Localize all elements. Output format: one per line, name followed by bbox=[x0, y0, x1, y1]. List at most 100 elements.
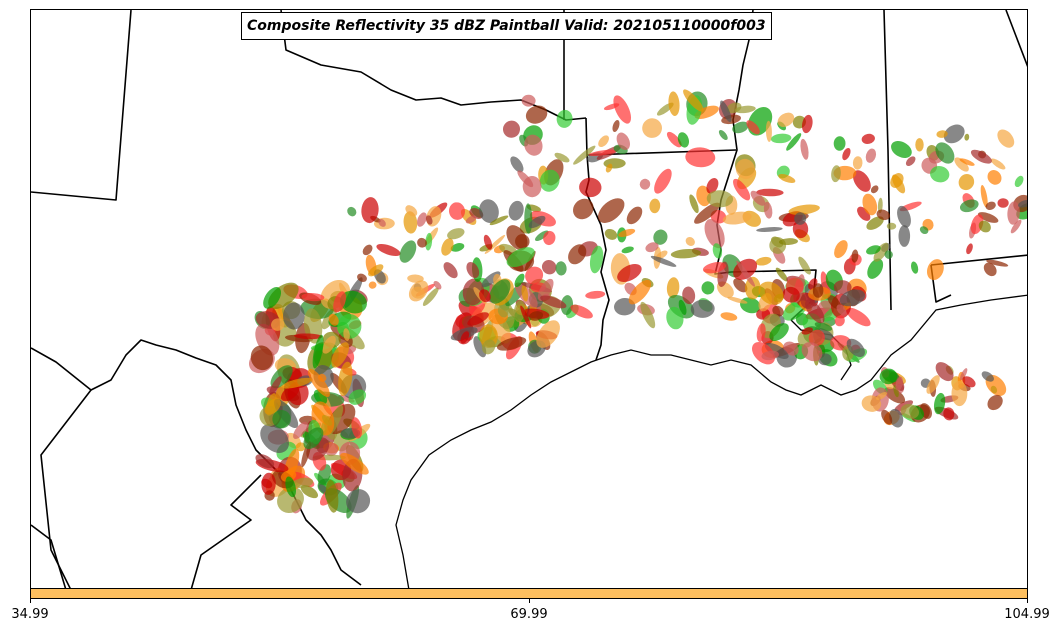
storm-cell bbox=[573, 145, 596, 165]
storm-cell bbox=[508, 200, 524, 221]
storm-cell bbox=[333, 291, 347, 313]
storm-cell bbox=[433, 280, 442, 290]
storm-cell bbox=[522, 176, 542, 198]
storm-cell bbox=[881, 409, 893, 425]
storm-cell bbox=[905, 156, 916, 167]
border-mx-coahuila bbox=[190, 474, 262, 588]
storm-cell bbox=[467, 312, 489, 326]
storm-cell bbox=[318, 373, 327, 382]
border-al-ga bbox=[1005, 10, 1027, 68]
storm-cell bbox=[368, 281, 377, 289]
storm-cell bbox=[892, 174, 906, 194]
storm-cell bbox=[966, 243, 973, 255]
storm-cell bbox=[683, 89, 704, 112]
storm-cell bbox=[525, 105, 548, 124]
storm-cell bbox=[343, 328, 350, 341]
storm-cell bbox=[521, 285, 529, 302]
storm-cell bbox=[959, 199, 979, 213]
storm-cell bbox=[277, 486, 304, 514]
storm-cell bbox=[775, 267, 788, 282]
storm-cell bbox=[744, 276, 761, 300]
storm-cell bbox=[978, 220, 991, 233]
storm-cell bbox=[520, 305, 532, 329]
storm-cell bbox=[473, 336, 487, 358]
storm-cell bbox=[930, 166, 950, 183]
storm-cell bbox=[987, 394, 1003, 411]
storm-cell bbox=[834, 240, 848, 259]
storm-cell bbox=[605, 163, 613, 173]
storm-cell bbox=[362, 244, 373, 256]
storm-cell bbox=[865, 148, 877, 163]
storm-cluster-gulf-cells bbox=[861, 362, 1007, 428]
storm-cluster-alabama-georgia-line bbox=[831, 124, 1027, 281]
storm-cell bbox=[603, 103, 620, 111]
storm-cell bbox=[312, 334, 324, 369]
storm-cell bbox=[997, 198, 1009, 208]
storm-cell bbox=[269, 376, 282, 395]
storm-cell bbox=[861, 133, 875, 144]
storm-cell bbox=[555, 261, 567, 276]
storm-cell bbox=[836, 304, 847, 315]
storm-cell bbox=[702, 262, 727, 274]
storm-cell bbox=[280, 470, 297, 482]
storm-cell bbox=[570, 304, 593, 319]
colorbar-tick-label-mid: 69.99 bbox=[510, 607, 548, 622]
storm-cell bbox=[443, 262, 458, 279]
storm-cell bbox=[325, 479, 339, 513]
storm-cell bbox=[479, 289, 491, 303]
storm-cell bbox=[585, 290, 606, 299]
storm-cell bbox=[720, 312, 738, 321]
storm-cell bbox=[281, 377, 313, 389]
storm-cell bbox=[612, 120, 620, 132]
storm-cell bbox=[861, 395, 882, 412]
storm-cell bbox=[873, 242, 889, 262]
storm-cell bbox=[722, 211, 752, 225]
storm-cell bbox=[685, 147, 716, 168]
storm-cell bbox=[833, 280, 852, 295]
storm-cell bbox=[951, 380, 968, 407]
storm-cell bbox=[769, 323, 789, 342]
storm-cell bbox=[405, 205, 418, 217]
storm-cell bbox=[502, 120, 521, 138]
storm-cell bbox=[706, 190, 734, 208]
storm-cell bbox=[990, 158, 1006, 170]
storm-cell bbox=[986, 259, 1009, 267]
storm-cell bbox=[376, 243, 401, 257]
storm-cell bbox=[670, 248, 702, 259]
storm-cell bbox=[870, 185, 879, 194]
storm-cell bbox=[886, 222, 897, 230]
colorbar-tick-label-right: 104.99 bbox=[1004, 607, 1050, 622]
storm-cell bbox=[677, 132, 690, 148]
border-ms-al bbox=[883, 10, 892, 311]
storm-cell bbox=[417, 237, 427, 248]
storm-cell bbox=[653, 229, 668, 245]
storm-cell bbox=[981, 371, 994, 382]
storm-cell bbox=[521, 94, 536, 107]
storm-cell bbox=[543, 230, 556, 246]
colorbar-tick-mid bbox=[529, 599, 530, 603]
storm-cell bbox=[958, 174, 975, 191]
storm-cell bbox=[978, 212, 999, 223]
storm-cell bbox=[616, 132, 630, 151]
storm-cell bbox=[851, 249, 859, 263]
storm-cell bbox=[649, 198, 661, 214]
coastline-texas bbox=[395, 294, 1027, 588]
storm-cell bbox=[805, 299, 825, 324]
storm-cell bbox=[866, 216, 884, 230]
storm-cell bbox=[682, 286, 696, 305]
storm-cell bbox=[783, 341, 799, 356]
storm-cell bbox=[889, 408, 904, 428]
storm-cell bbox=[733, 178, 751, 201]
storm-cell bbox=[755, 256, 772, 266]
colorbar-tick-right bbox=[1027, 599, 1028, 603]
storm-cell bbox=[960, 368, 968, 381]
colorbar-tick-label-left: 34.99 bbox=[11, 607, 49, 622]
storm-cell bbox=[292, 477, 314, 489]
storm-cell bbox=[554, 152, 570, 163]
storm-cell bbox=[340, 452, 369, 475]
storm-cell bbox=[425, 232, 433, 251]
storm-cell bbox=[604, 228, 618, 240]
storm-cell bbox=[735, 158, 756, 180]
storm-cell bbox=[943, 124, 965, 144]
storm-cell bbox=[460, 331, 470, 344]
